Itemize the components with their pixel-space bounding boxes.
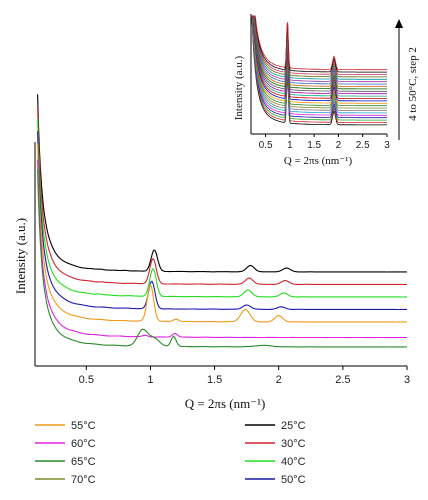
inset-series-line [251, 15, 387, 83]
inset-series-line [251, 15, 387, 126]
inset-series-line [251, 15, 387, 123]
inset-series-line [251, 15, 387, 107]
legend-label: 65°C [71, 456, 96, 468]
series-line-25c [37, 94, 408, 273]
inset-series-line [251, 15, 387, 111]
inset-series-line [251, 15, 387, 75]
main-y-axis-label: Intensity (a.u.) [13, 218, 28, 294]
legend-label: 60°C [71, 438, 96, 450]
main-x-ticks: 0.5 1 1.5 2 2.5 3 [79, 366, 410, 386]
inset-x-tick-label: 1.5 [307, 140, 321, 151]
legend-label: 30°C [281, 438, 306, 450]
inset-x-tick-label: 0.5 [259, 140, 273, 151]
inset-series-line [251, 15, 387, 95]
inset-x-tick-label: 1 [287, 140, 293, 151]
inset-series-line [251, 15, 387, 80]
inset-series-line [251, 15, 387, 102]
main-chart: 0.5 1 1.5 2 2.5 3 Q = 2πs (nm⁻¹) Intensity (a… [13, 94, 410, 411]
inset-x-tick-label: 2.5 [356, 140, 370, 151]
inset-series-line [251, 15, 387, 85]
inset-series-lines [251, 15, 387, 126]
inset-series-line [251, 15, 387, 90]
inset-series-line [251, 15, 387, 109]
inset-series-line [251, 15, 387, 99]
inset-y-axis-label: Intensity (a.u.) [233, 55, 245, 120]
inset-x-tick-label: 3 [384, 140, 390, 151]
main-x-tick-label: 2 [276, 374, 282, 386]
inset-x-ticks: 0.5 1 1.5 2 2.5 3 [259, 134, 390, 151]
inset-annotation: 4 to 50°C, step 2 [407, 47, 419, 121]
main-x-tick-label: 0.5 [79, 374, 94, 386]
inset-series-line [251, 15, 387, 104]
main-x-tick-label: 3 [404, 374, 410, 386]
inset-series-line [251, 15, 387, 73]
series-line-60c [37, 159, 407, 339]
legend-label: 25°C [281, 420, 306, 432]
series-line-65c [37, 169, 407, 348]
temperature-step-arrow [395, 19, 403, 140]
main-x-tick-label: 1.5 [207, 374, 222, 386]
series-line-40c [37, 118, 407, 298]
inset-series-line [251, 15, 387, 92]
series-line-55c [37, 143, 407, 323]
legend: 55°C 60°C 65°C 70°C 25°C 30°C 40°C 50°C [35, 420, 306, 486]
inset-x-tick-label: 2 [336, 140, 342, 151]
legend-label: 40°C [281, 456, 306, 468]
inset-series-line [251, 15, 387, 119]
inset-x-axis-label: Q = 2πs (nm⁻¹) [284, 155, 353, 167]
inset-series-line [251, 15, 387, 71]
inset-series-line [251, 15, 387, 121]
inset-chart: 0.5 1 1.5 2 2.5 3 Q = 2πs (nm⁻¹) Intensity (a… [233, 14, 419, 167]
main-x-tick-label: 2.5 [335, 374, 350, 386]
inset-series-line [251, 15, 387, 114]
inset-series-line [251, 15, 387, 97]
series-line-30c [37, 106, 407, 286]
main-series-lines [37, 94, 408, 348]
inset-series-line [251, 15, 387, 78]
main-x-tick-label: 1 [147, 374, 153, 386]
series-line-50c [37, 131, 407, 311]
inset-series-line [251, 15, 387, 116]
legend-label: 70°C [71, 474, 96, 486]
legend-label: 50°C [281, 474, 306, 486]
legend-label: 55°C [71, 420, 96, 432]
main-x-axis-label: Q = 2πs (nm⁻¹) [185, 396, 266, 411]
inset-series-line [251, 15, 387, 87]
